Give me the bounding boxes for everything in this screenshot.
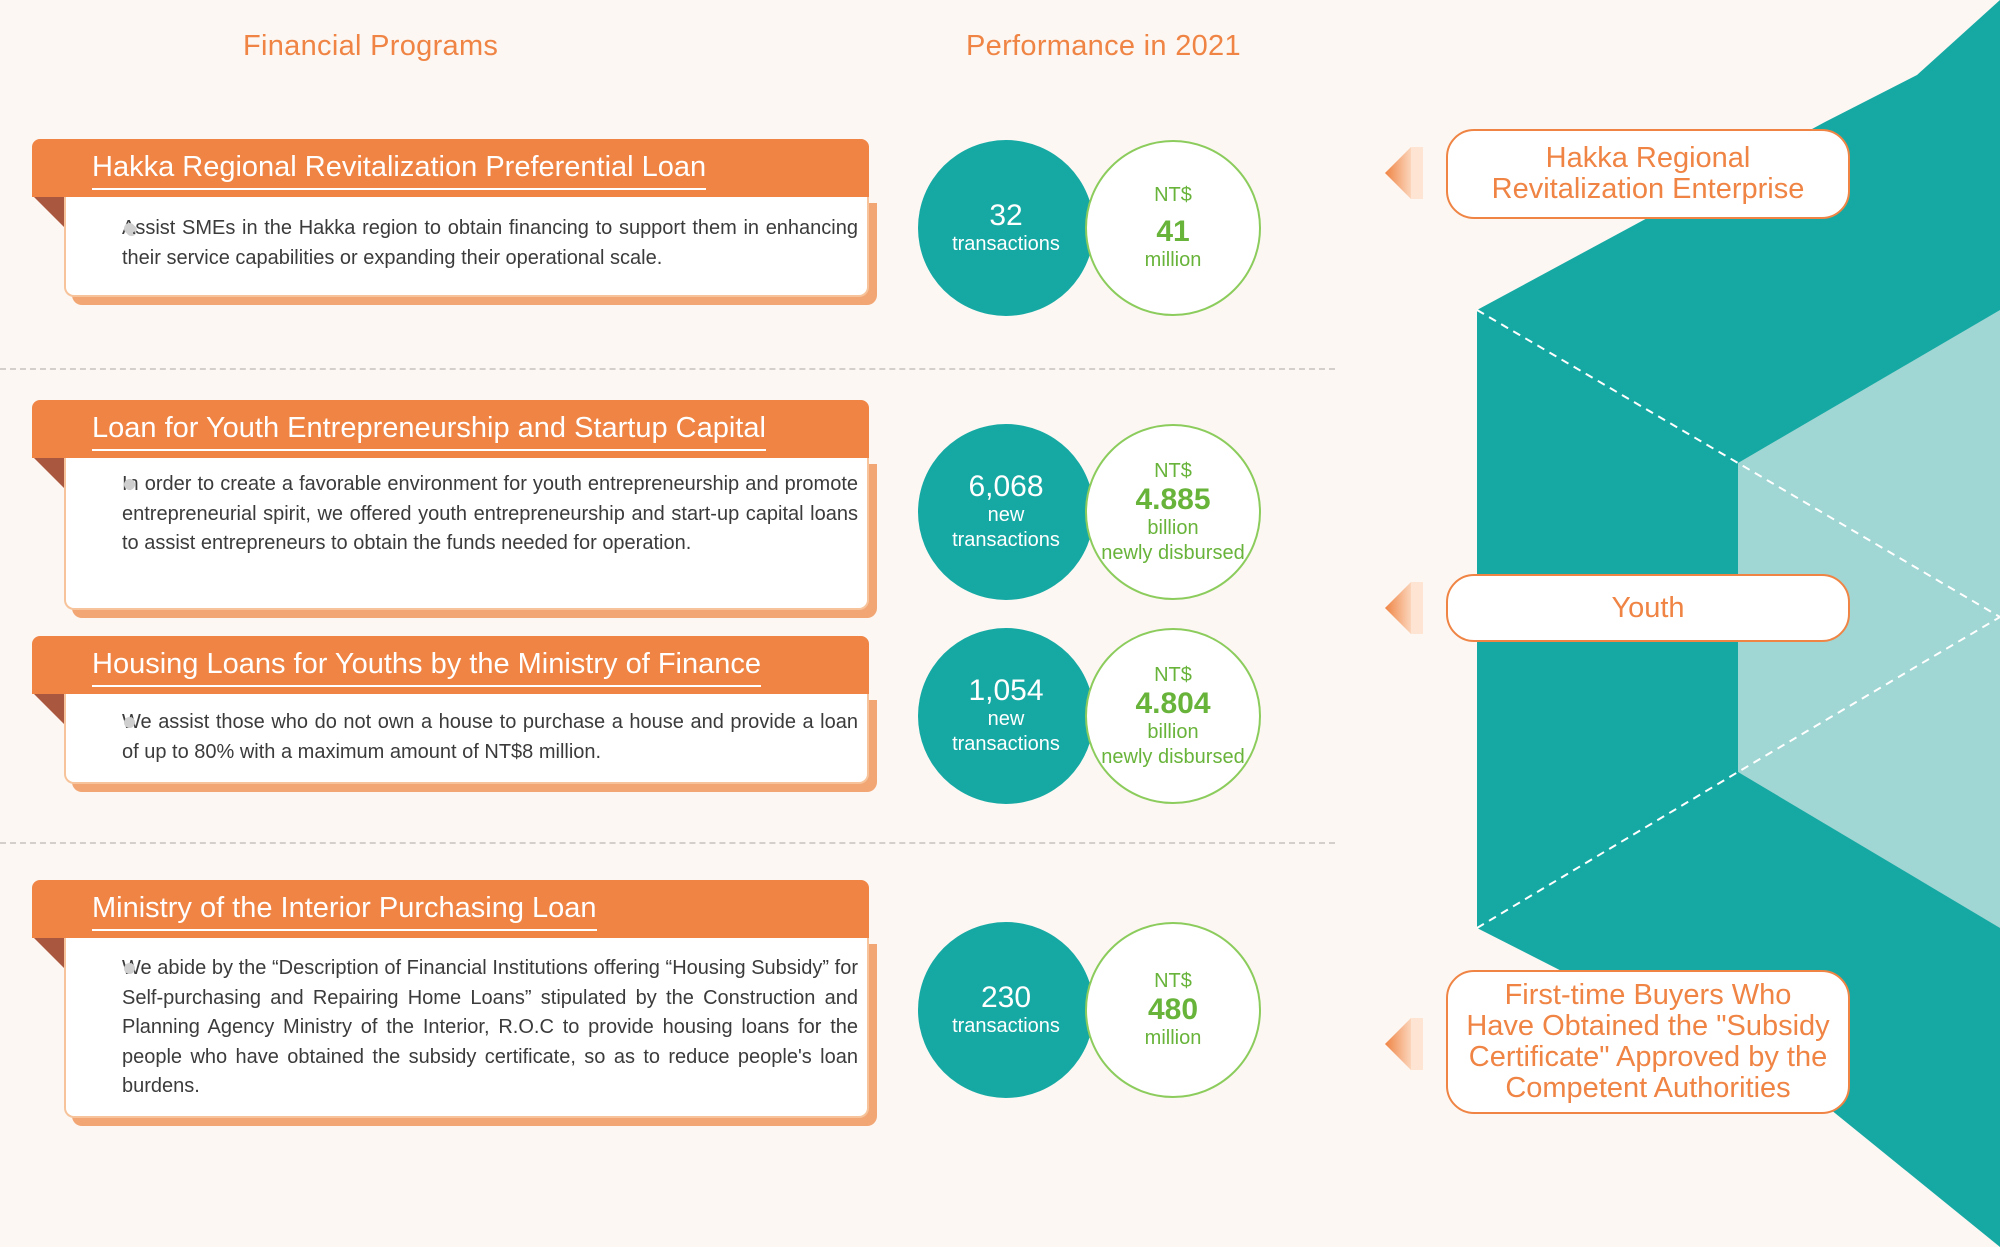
amount-circle: NT$ 4.885 billion newly disbursed <box>1085 424 1261 600</box>
transaction-label: new <box>987 504 1025 526</box>
program-title: Housing Loans for Youths by the Ministry… <box>92 648 761 687</box>
amount-unit: million <box>1144 249 1202 271</box>
transaction-label: transactions <box>952 232 1060 255</box>
amount-note: newly disbursed <box>1101 745 1245 768</box>
program-description: Assist SMEs in the Hakka region to obtai… <box>122 217 858 269</box>
target-label: Competent Authorities <box>1505 1072 1791 1104</box>
transaction-label: transactions <box>952 733 1060 755</box>
section-divider <box>0 368 1335 370</box>
program-header: Ministry of the Interior Purchasing Loan <box>32 880 869 938</box>
target-label: First-time Buyers Who <box>1504 979 1792 1011</box>
bullet-icon <box>124 717 135 728</box>
transactions-circle: 6,068 new transactions <box>918 424 1094 600</box>
amount-value: 4.885 <box>1135 482 1211 516</box>
program-description: We assist those who do not own a house t… <box>122 711 858 763</box>
target-label: Hakka Regional <box>1545 142 1751 174</box>
amount-currency: NT$ <box>1154 970 1192 992</box>
program-header: Hakka Regional Revitalization Preferenti… <box>32 139 869 197</box>
amount-currency: NT$ <box>1154 459 1192 482</box>
amount-note: newly disbursed <box>1101 541 1245 564</box>
arrow-left-icon <box>1385 1018 1423 1070</box>
amount-unit: billion <box>1147 720 1199 743</box>
program-title: Ministry of the Interior Purchasing Loan <box>92 892 597 931</box>
transactions-circle: 1,054 new transactions <box>918 628 1094 804</box>
target-label: Youth <box>1611 591 1685 624</box>
transaction-count: 230 <box>980 980 1032 1014</box>
target-youth: Youth <box>1446 574 1850 642</box>
program-header: Housing Loans for Youths by the Ministry… <box>32 636 869 694</box>
transaction-count: 1,054 <box>968 674 1044 707</box>
program-title: Loan for Youth Entrepreneurship and Star… <box>92 412 766 451</box>
bullet-icon <box>124 479 135 490</box>
program-card-hakka: Hakka Regional Revitalization Preferenti… <box>32 139 869 297</box>
bullet-icon <box>124 963 135 974</box>
arrow-left-icon <box>1385 147 1423 199</box>
transactions-circle: 230 transactions <box>918 922 1094 1098</box>
arrow-left-icon <box>1385 582 1423 634</box>
target-label: Revitalization Enterprise <box>1491 173 1805 205</box>
program-card-youth-housing: Housing Loans for Youths by the Ministry… <box>32 636 869 784</box>
transaction-label: transactions <box>952 529 1060 551</box>
section-divider <box>0 842 1335 844</box>
transactions-circle: 32 transactions <box>918 140 1094 316</box>
program-card-youth-entrepreneurship: Loan for Youth Entrepreneurship and Star… <box>32 400 869 612</box>
performance-heading: Performance in 2021 <box>966 30 1241 62</box>
program-description: In order to create a favorable environme… <box>122 473 858 554</box>
program-description: We abide by the “Description of Financia… <box>122 957 858 1097</box>
bullet-icon <box>124 223 135 234</box>
program-card-interior-purchasing: Ministry of the Interior Purchasing Loan… <box>32 880 869 1118</box>
amount-unit: billion <box>1147 516 1199 539</box>
amount-value: 480 <box>1147 993 1199 1026</box>
amount-value: 41 <box>1156 215 1190 248</box>
transaction-label: transactions <box>952 1014 1060 1037</box>
target-label: Certificate" Approved by the <box>1468 1041 1828 1073</box>
amount-value: 4.804 <box>1135 686 1211 720</box>
amount-currency: NT$ <box>1154 663 1192 686</box>
amount-circle: NT$ 4.804 billion newly disbursed <box>1085 628 1261 804</box>
amount-circle: NT$ 480 million <box>1085 922 1261 1098</box>
transaction-count: 6,068 <box>968 470 1044 503</box>
program-title: Hakka Regional Revitalization Preferenti… <box>92 151 707 190</box>
program-header: Loan for Youth Entrepreneurship and Star… <box>32 400 869 458</box>
target-first-time-buyers: First-time Buyers Who Have Obtained the … <box>1446 970 1850 1114</box>
transaction-count: 32 <box>989 198 1023 232</box>
amount-circle: NT$ 41 million <box>1085 140 1261 316</box>
amount-currency: NT$ <box>1154 184 1192 206</box>
amount-unit: million <box>1144 1027 1202 1049</box>
target-hakka-enterprise: Hakka Regional Revitalization Enterprise <box>1446 129 1850 219</box>
programs-heading: Financial Programs <box>243 30 499 62</box>
transaction-label: new <box>987 708 1025 730</box>
target-label: Have Obtained the "Subsidy <box>1466 1010 1830 1042</box>
